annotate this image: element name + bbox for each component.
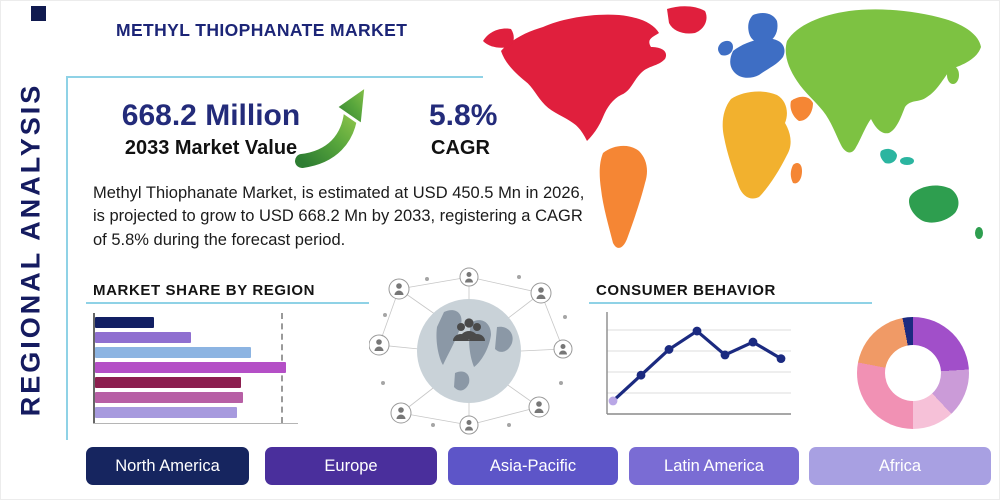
trend-point-5 bbox=[720, 350, 730, 360]
bar-region-1 bbox=[95, 317, 154, 328]
region-button-asia-pacific[interactable]: Asia-Pacific bbox=[448, 447, 618, 485]
trend-point-7 bbox=[776, 354, 786, 364]
map-madagascar bbox=[790, 163, 802, 184]
globe-network-graphic bbox=[368, 267, 574, 435]
bar-region-2 bbox=[95, 332, 191, 343]
map-africa bbox=[722, 91, 791, 199]
map-indonesia bbox=[880, 148, 897, 164]
donut-hole bbox=[885, 345, 941, 401]
growth-arrow-icon bbox=[292, 81, 374, 171]
consumer-behavior-heading: CONSUMER BEHAVIOR bbox=[596, 282, 776, 299]
bar-region-4 bbox=[95, 362, 287, 373]
trend-point-4 bbox=[692, 326, 702, 336]
map-uk bbox=[718, 40, 733, 56]
bar-chart-y-axis bbox=[93, 313, 95, 423]
donut-chart bbox=[857, 317, 969, 429]
logo-square bbox=[31, 6, 46, 21]
consumer-trend-points bbox=[608, 326, 786, 406]
bar-chart-x-axis bbox=[93, 423, 298, 424]
bar-region-5 bbox=[95, 377, 242, 388]
globe-icon bbox=[417, 299, 521, 403]
market-description: Methyl Thiophanate Market, is estimated … bbox=[93, 184, 585, 249]
cagr-stat: 5.8% bbox=[429, 99, 498, 132]
map-island bbox=[900, 157, 914, 165]
market-share-bars bbox=[95, 317, 290, 422]
trend-point-3 bbox=[664, 345, 674, 354]
region-button-north-america[interactable]: North America bbox=[86, 447, 249, 485]
world-map-graphic bbox=[481, 3, 999, 268]
region-button-europe[interactable]: Europe bbox=[265, 447, 437, 485]
cagr-caption: CAGR bbox=[431, 137, 490, 159]
map-new-zealand bbox=[975, 227, 983, 239]
map-asia bbox=[785, 9, 981, 153]
bar-region-6 bbox=[95, 392, 244, 403]
region-button-africa[interactable]: Africa bbox=[809, 447, 991, 485]
map-greenland bbox=[667, 6, 707, 34]
market-share-underline bbox=[86, 302, 369, 304]
bar-region-3 bbox=[95, 347, 251, 358]
market-value-stat: 668.2 Million bbox=[121, 99, 301, 132]
accent-border-box bbox=[66, 76, 483, 440]
page-title: METHYL THIOPHANATE MARKET bbox=[116, 20, 408, 40]
map-europe bbox=[730, 38, 785, 78]
region-button-latin-america[interactable]: Latin America bbox=[629, 447, 799, 485]
group-people-icon bbox=[453, 318, 485, 341]
map-australia bbox=[909, 185, 959, 223]
market-value-caption: 2033 Market Value bbox=[124, 137, 298, 159]
map-alaska bbox=[483, 28, 514, 48]
map-japan bbox=[947, 66, 959, 84]
trend-point-2 bbox=[636, 370, 646, 380]
market-share-bar-chart bbox=[93, 313, 303, 425]
map-south-america bbox=[599, 145, 647, 248]
map-north-america bbox=[501, 14, 667, 142]
consumer-behavior-underline bbox=[589, 302, 872, 304]
region-button-row: North America Europe Asia-Pacific Latin … bbox=[1, 447, 999, 485]
trend-point-1 bbox=[608, 396, 618, 406]
map-middle-east bbox=[790, 96, 813, 121]
consumer-behavior-line-chart bbox=[599, 308, 794, 426]
vertical-section-label: REGIONAL ANALYSIS bbox=[15, 82, 46, 417]
market-share-heading: MARKET SHARE BY REGION bbox=[93, 282, 316, 299]
bar-region-7 bbox=[95, 407, 238, 418]
map-scandinavia bbox=[748, 13, 778, 44]
trend-point-6 bbox=[748, 337, 758, 347]
network-person-icons bbox=[368, 267, 573, 435]
